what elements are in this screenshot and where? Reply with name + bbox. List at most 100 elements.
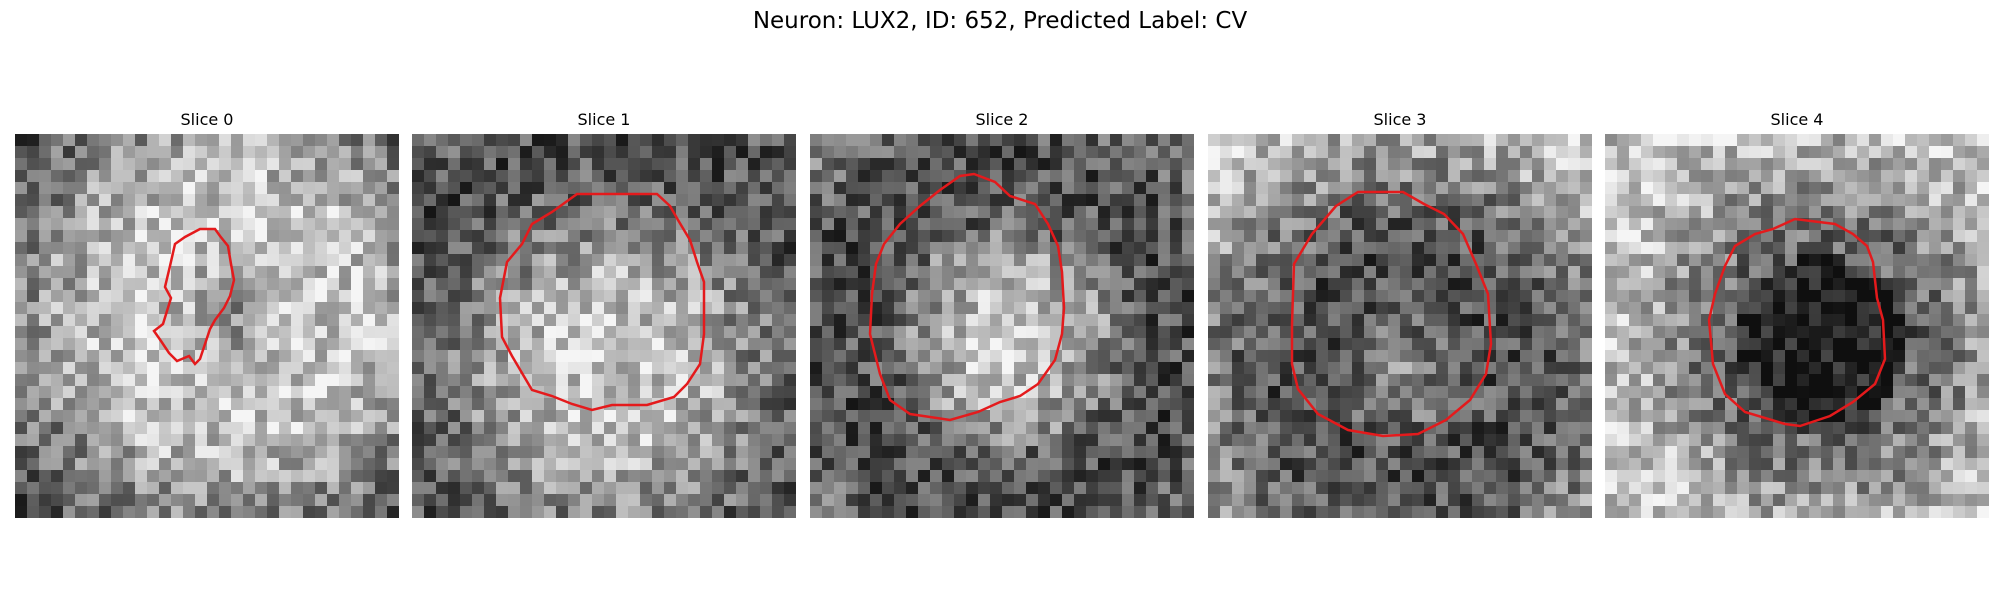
image-pixel <box>930 482 943 495</box>
image-pixel <box>592 170 605 183</box>
image-pixel <box>544 362 557 375</box>
image-pixel <box>1352 350 1365 363</box>
image-pixel <box>532 410 545 423</box>
image-pixel <box>327 374 340 387</box>
image-pixel <box>628 350 641 363</box>
image-pixel <box>1641 194 1654 207</box>
image-pixel <box>315 170 328 183</box>
image-pixel <box>1412 218 1425 231</box>
image-pixel <box>75 170 88 183</box>
image-pixel <box>1304 374 1317 387</box>
image-pixel <box>580 434 593 447</box>
image-pixel <box>882 290 895 303</box>
image-pixel <box>1773 386 1786 399</box>
image-pixel <box>484 410 497 423</box>
image-pixel <box>412 278 425 291</box>
image-pixel <box>784 266 796 279</box>
image-pixel <box>171 290 184 303</box>
image-pixel <box>508 386 521 399</box>
image-pixel <box>15 218 28 231</box>
image-pixel <box>1725 350 1738 363</box>
image-pixel <box>604 206 617 219</box>
image-pixel <box>231 446 244 459</box>
image-pixel <box>195 434 208 447</box>
image-pixel <box>1244 386 1257 399</box>
image-pixel <box>339 290 352 303</box>
image-pixel <box>1086 362 1099 375</box>
image-pixel <box>1014 182 1027 195</box>
image-pixel <box>195 170 208 183</box>
image-pixel <box>1881 434 1894 447</box>
image-pixel <box>496 422 509 435</box>
image-pixel <box>1292 482 1305 495</box>
image-pixel <box>472 266 485 279</box>
image-pixel <box>724 506 737 518</box>
image-pixel <box>1038 194 1051 207</box>
image-pixel <box>39 230 52 243</box>
image-pixel <box>1304 422 1317 435</box>
image-pixel <box>1086 482 1099 495</box>
image-pixel <box>1496 434 1509 447</box>
image-pixel <box>736 506 749 518</box>
image-pixel <box>508 146 521 159</box>
image-pixel <box>1170 170 1183 183</box>
image-pixel <box>784 278 796 291</box>
image-pixel <box>760 386 773 399</box>
image-pixel <box>556 302 569 315</box>
image-pixel <box>1617 398 1630 411</box>
image-pixel <box>532 170 545 183</box>
image-pixel <box>1689 362 1702 375</box>
image-pixel <box>27 242 40 255</box>
image-pixel <box>291 278 304 291</box>
image-pixel <box>1400 230 1413 243</box>
image-pixel <box>1869 206 1882 219</box>
image-pixel <box>1026 482 1039 495</box>
image-pixel <box>1929 350 1942 363</box>
image-pixel <box>628 302 641 315</box>
image-pixel <box>1316 302 1329 315</box>
image-pixel <box>1316 146 1329 159</box>
image-pixel <box>1002 506 1015 518</box>
image-pixel <box>1713 230 1726 243</box>
image-pixel <box>472 278 485 291</box>
image-pixel <box>1520 434 1533 447</box>
image-pixel <box>1544 290 1557 303</box>
image-pixel <box>736 458 749 471</box>
image-pixel <box>1977 410 1989 423</box>
image-pixel <box>1340 494 1353 507</box>
image-pixel <box>894 458 907 471</box>
image-pixel <box>760 326 773 339</box>
image-pixel <box>1182 398 1194 411</box>
image-pixel <box>219 278 232 291</box>
image-pixel <box>159 482 172 495</box>
image-pixel <box>1845 386 1858 399</box>
image-pixel <box>1689 182 1702 195</box>
image-pixel <box>846 446 859 459</box>
image-pixel <box>1580 314 1592 327</box>
image-pixel <box>1617 134 1630 147</box>
image-pixel <box>1773 302 1786 315</box>
image-pixel <box>315 302 328 315</box>
image-pixel <box>1544 410 1557 423</box>
image-pixel <box>472 386 485 399</box>
image-pixel <box>978 362 991 375</box>
image-pixel <box>496 506 509 518</box>
image-pixel <box>834 506 847 518</box>
image-pixel <box>1460 290 1473 303</box>
image-pixel <box>436 146 449 159</box>
image-pixel <box>580 422 593 435</box>
image-pixel <box>1208 470 1221 483</box>
image-pixel <box>1520 374 1533 387</box>
image-pixel <box>412 314 425 327</box>
image-pixel <box>736 170 749 183</box>
image-pixel <box>1340 458 1353 471</box>
image-pixel <box>1328 314 1341 327</box>
image-pixel <box>1424 158 1437 171</box>
image-pixel <box>1653 422 1666 435</box>
image-pixel <box>496 146 509 159</box>
image-pixel <box>135 422 148 435</box>
image-pixel <box>1376 254 1389 267</box>
image-pixel <box>810 242 823 255</box>
image-pixel <box>736 242 749 255</box>
image-pixel <box>1929 230 1942 243</box>
